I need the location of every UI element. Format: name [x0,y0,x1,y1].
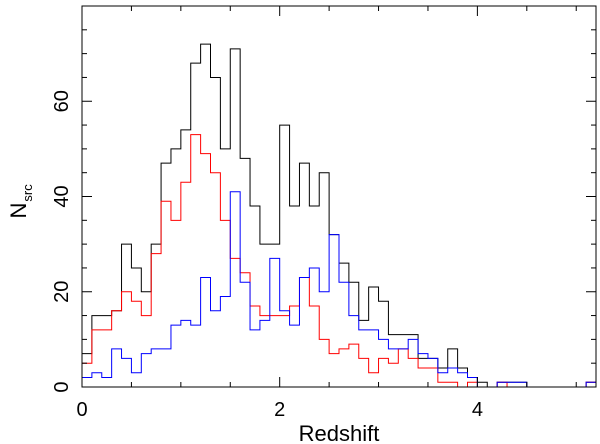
x-tick-label: 2 [274,399,285,421]
y-tick-label: 40 [51,185,73,207]
series-layer [81,43,597,388]
x-axis-label: Redshift [299,421,380,444]
y-axis-label-main: N [6,203,31,219]
series-blue-line [81,191,597,388]
y-axis-label-sub: src [20,184,35,202]
x-tick-label: 4 [472,399,483,421]
plot-frame [81,5,597,388]
series-total-line [81,43,597,388]
y-tick-label: 0 [51,381,73,392]
y-tick-label: 60 [51,90,73,112]
svg-text:Nsrc: Nsrc [6,184,35,219]
x-tick-label: 0 [76,399,87,421]
y-tick-label: 20 [51,281,73,303]
y-axis-label: Nsrc [6,184,35,219]
